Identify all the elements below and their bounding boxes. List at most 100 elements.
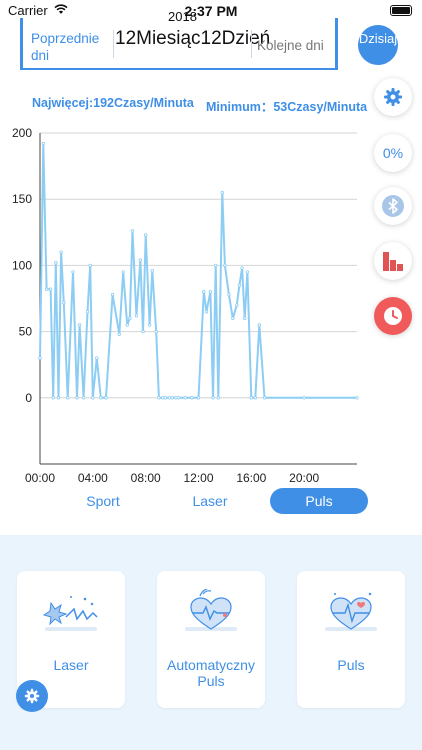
data-point (243, 316, 247, 321)
pulse-card[interactable]: Puls (297, 571, 405, 708)
data-point (41, 141, 46, 146)
data-point (163, 396, 168, 400)
data-point (208, 290, 213, 294)
data-point (56, 396, 61, 400)
pulse-chart: 0 50 100 150 200 00:00 04:00 08:00 12:00 16:00 20:… (12, 126, 359, 482)
data-point (125, 323, 129, 327)
y-tick-label: 100 (12, 258, 32, 272)
data-point (154, 329, 158, 334)
data-point (54, 261, 58, 265)
data-point (44, 287, 49, 291)
settings-fab[interactable] (16, 680, 48, 712)
wifi-icon (54, 4, 68, 14)
data-point (77, 323, 82, 327)
mode-tabs: Sport Laser Puls (30, 488, 370, 514)
data-point (220, 190, 224, 195)
x-tick-label: 20:00 (289, 471, 319, 482)
y-tick-label: 200 (12, 126, 32, 140)
y-tick-label: 50 (19, 325, 33, 339)
date-navigator: Poprzednie dni 2018 12Miesiąc12Dzień Kol… (20, 9, 338, 70)
status-bar: Carrier 2:37 PM (0, 0, 422, 22)
bar-chart-icon (383, 252, 403, 271)
min-rate-label: Minimum：53Czasy/Minuta (206, 100, 368, 114)
data-point (223, 263, 227, 268)
data-point (38, 356, 42, 360)
data-point (253, 396, 257, 400)
data-point (176, 396, 181, 400)
carrier-label: Carrier (8, 3, 48, 18)
auto-pulse-label: Automatyczny Puls (167, 657, 255, 689)
data-point (128, 316, 132, 321)
divider (113, 30, 114, 58)
max-rate-label: Najwięcej:192Czasy/Minuta (32, 96, 194, 110)
divider (251, 30, 252, 58)
gear-icon (24, 688, 40, 704)
auto-pulse-card[interactable]: Automatyczny Puls (157, 571, 265, 708)
data-point (150, 268, 154, 273)
tab-laser[interactable]: Laser (192, 493, 228, 509)
bluetooth-button[interactable] (374, 187, 412, 225)
x-tick-label: 08:00 (131, 471, 161, 482)
data-point (231, 316, 235, 321)
data-point (183, 396, 187, 400)
data-point (130, 229, 135, 233)
data-point (211, 396, 215, 400)
data-point (355, 396, 359, 400)
x-tick-label: 16:00 (236, 471, 266, 482)
data-point (121, 270, 125, 274)
status-time: 2:37 PM (184, 3, 238, 19)
tab-puls[interactable]: Puls (270, 488, 368, 514)
data-point (302, 396, 306, 400)
data-point (99, 396, 103, 400)
bluetooth-icon (382, 195, 404, 217)
data-point (196, 396, 201, 400)
data-point (240, 266, 244, 270)
pulse-label: Puls (337, 657, 365, 673)
previous-day-button[interactable]: Poprzednie dni (31, 31, 100, 63)
x-tick-label: 00:00 (25, 471, 55, 482)
data-point (262, 396, 267, 400)
x-tick-label: 04:00 (78, 471, 108, 482)
data-point (257, 323, 261, 327)
data-point (167, 396, 172, 400)
data-point (227, 292, 231, 297)
data-point (204, 310, 209, 314)
data-point (134, 314, 139, 318)
gear-icon (384, 88, 402, 106)
data-point (161, 396, 165, 400)
data-point (235, 303, 239, 307)
data-point (110, 292, 115, 297)
data-point (71, 270, 75, 274)
data-point (249, 396, 254, 400)
battery-percent-button[interactable]: 0% (374, 134, 412, 172)
data-point (117, 332, 121, 336)
laser-icon (42, 596, 98, 631)
data-point (216, 396, 221, 400)
data-point (48, 287, 53, 291)
data-point (66, 396, 70, 400)
data-point (157, 396, 161, 400)
settings-button[interactable] (374, 78, 412, 116)
next-day-button[interactable]: Kolejne dni (257, 38, 324, 53)
data-point (95, 356, 99, 360)
y-tick-label: 0 (25, 391, 32, 405)
data-point (141, 329, 145, 334)
data-point (91, 396, 95, 400)
data-point (51, 396, 55, 400)
tab-sport[interactable]: Sport (86, 493, 120, 509)
x-tick-label: 12:00 (183, 471, 213, 482)
history-button[interactable] (374, 297, 412, 335)
heart-wave-icon (185, 589, 237, 631)
statistics-button[interactable] (374, 242, 412, 280)
battery-percent: 0% (382, 145, 404, 161)
data-point (75, 396, 79, 400)
y-tick-label: 150 (12, 192, 32, 206)
data-point (170, 396, 174, 400)
data-point (81, 396, 86, 400)
year-label: 2018 (168, 9, 197, 24)
today-button[interactable]: Dzisiaj (358, 25, 398, 65)
laser-label: Laser (53, 657, 89, 673)
data-point (190, 396, 194, 400)
data-point (138, 258, 143, 262)
data-point (202, 290, 206, 294)
